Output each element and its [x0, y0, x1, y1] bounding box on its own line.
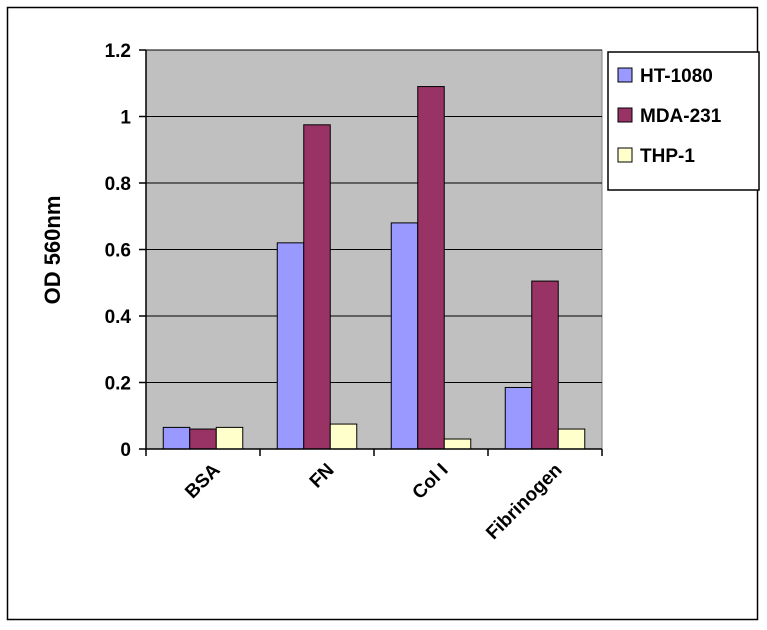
- y-tick-labels: 0 0.2 0.4 0.6 0.8 1 1.2: [105, 41, 132, 461]
- y-tick-label: 0.6: [105, 241, 131, 262]
- bar-ht-1080-fn: [276, 242, 305, 450]
- y-tick-label: 0.4: [105, 307, 132, 328]
- legend-swatch: [617, 67, 633, 83]
- bar-thp-1-bsa: [215, 426, 244, 450]
- gridlines: [146, 49, 602, 383]
- bar-ht-1080-col-i: [390, 222, 419, 450]
- bar-mda-231-fn: [303, 124, 331, 450]
- legend-swatch: [617, 147, 633, 163]
- bar-mda-231-bsa: [189, 428, 217, 450]
- bar-thp-1-col-i: [443, 438, 472, 450]
- y-tick-label: 1: [120, 108, 131, 129]
- legend: HT-1080 MDA-231 THP-1: [607, 51, 760, 191]
- axes: [139, 49, 603, 456]
- bar-ht-1080-fibrinogen: [504, 386, 533, 450]
- bar-mda-231-fibrinogen: [531, 280, 559, 450]
- bar-thp-1-fn: [329, 423, 358, 450]
- legend-label: MDA-231: [640, 106, 722, 127]
- y-axis-label: OD 560nm: [40, 196, 65, 305]
- legend-box: [607, 51, 760, 191]
- y-tick-label: 0.2: [105, 374, 131, 395]
- legend-label: THP-1: [640, 146, 695, 167]
- y-tick-label: 0: [120, 440, 131, 461]
- y-tick-label: 0.8: [105, 174, 131, 195]
- bar-ht-1080-bsa: [162, 426, 191, 450]
- legend-swatch: [617, 107, 633, 123]
- y-tick-label: 1.2: [105, 41, 131, 62]
- legend-label: HT-1080: [640, 66, 713, 87]
- bars: [162, 86, 586, 450]
- bar-mda-231-col-i: [417, 86, 445, 450]
- bar-thp-1-fibrinogen: [557, 428, 586, 450]
